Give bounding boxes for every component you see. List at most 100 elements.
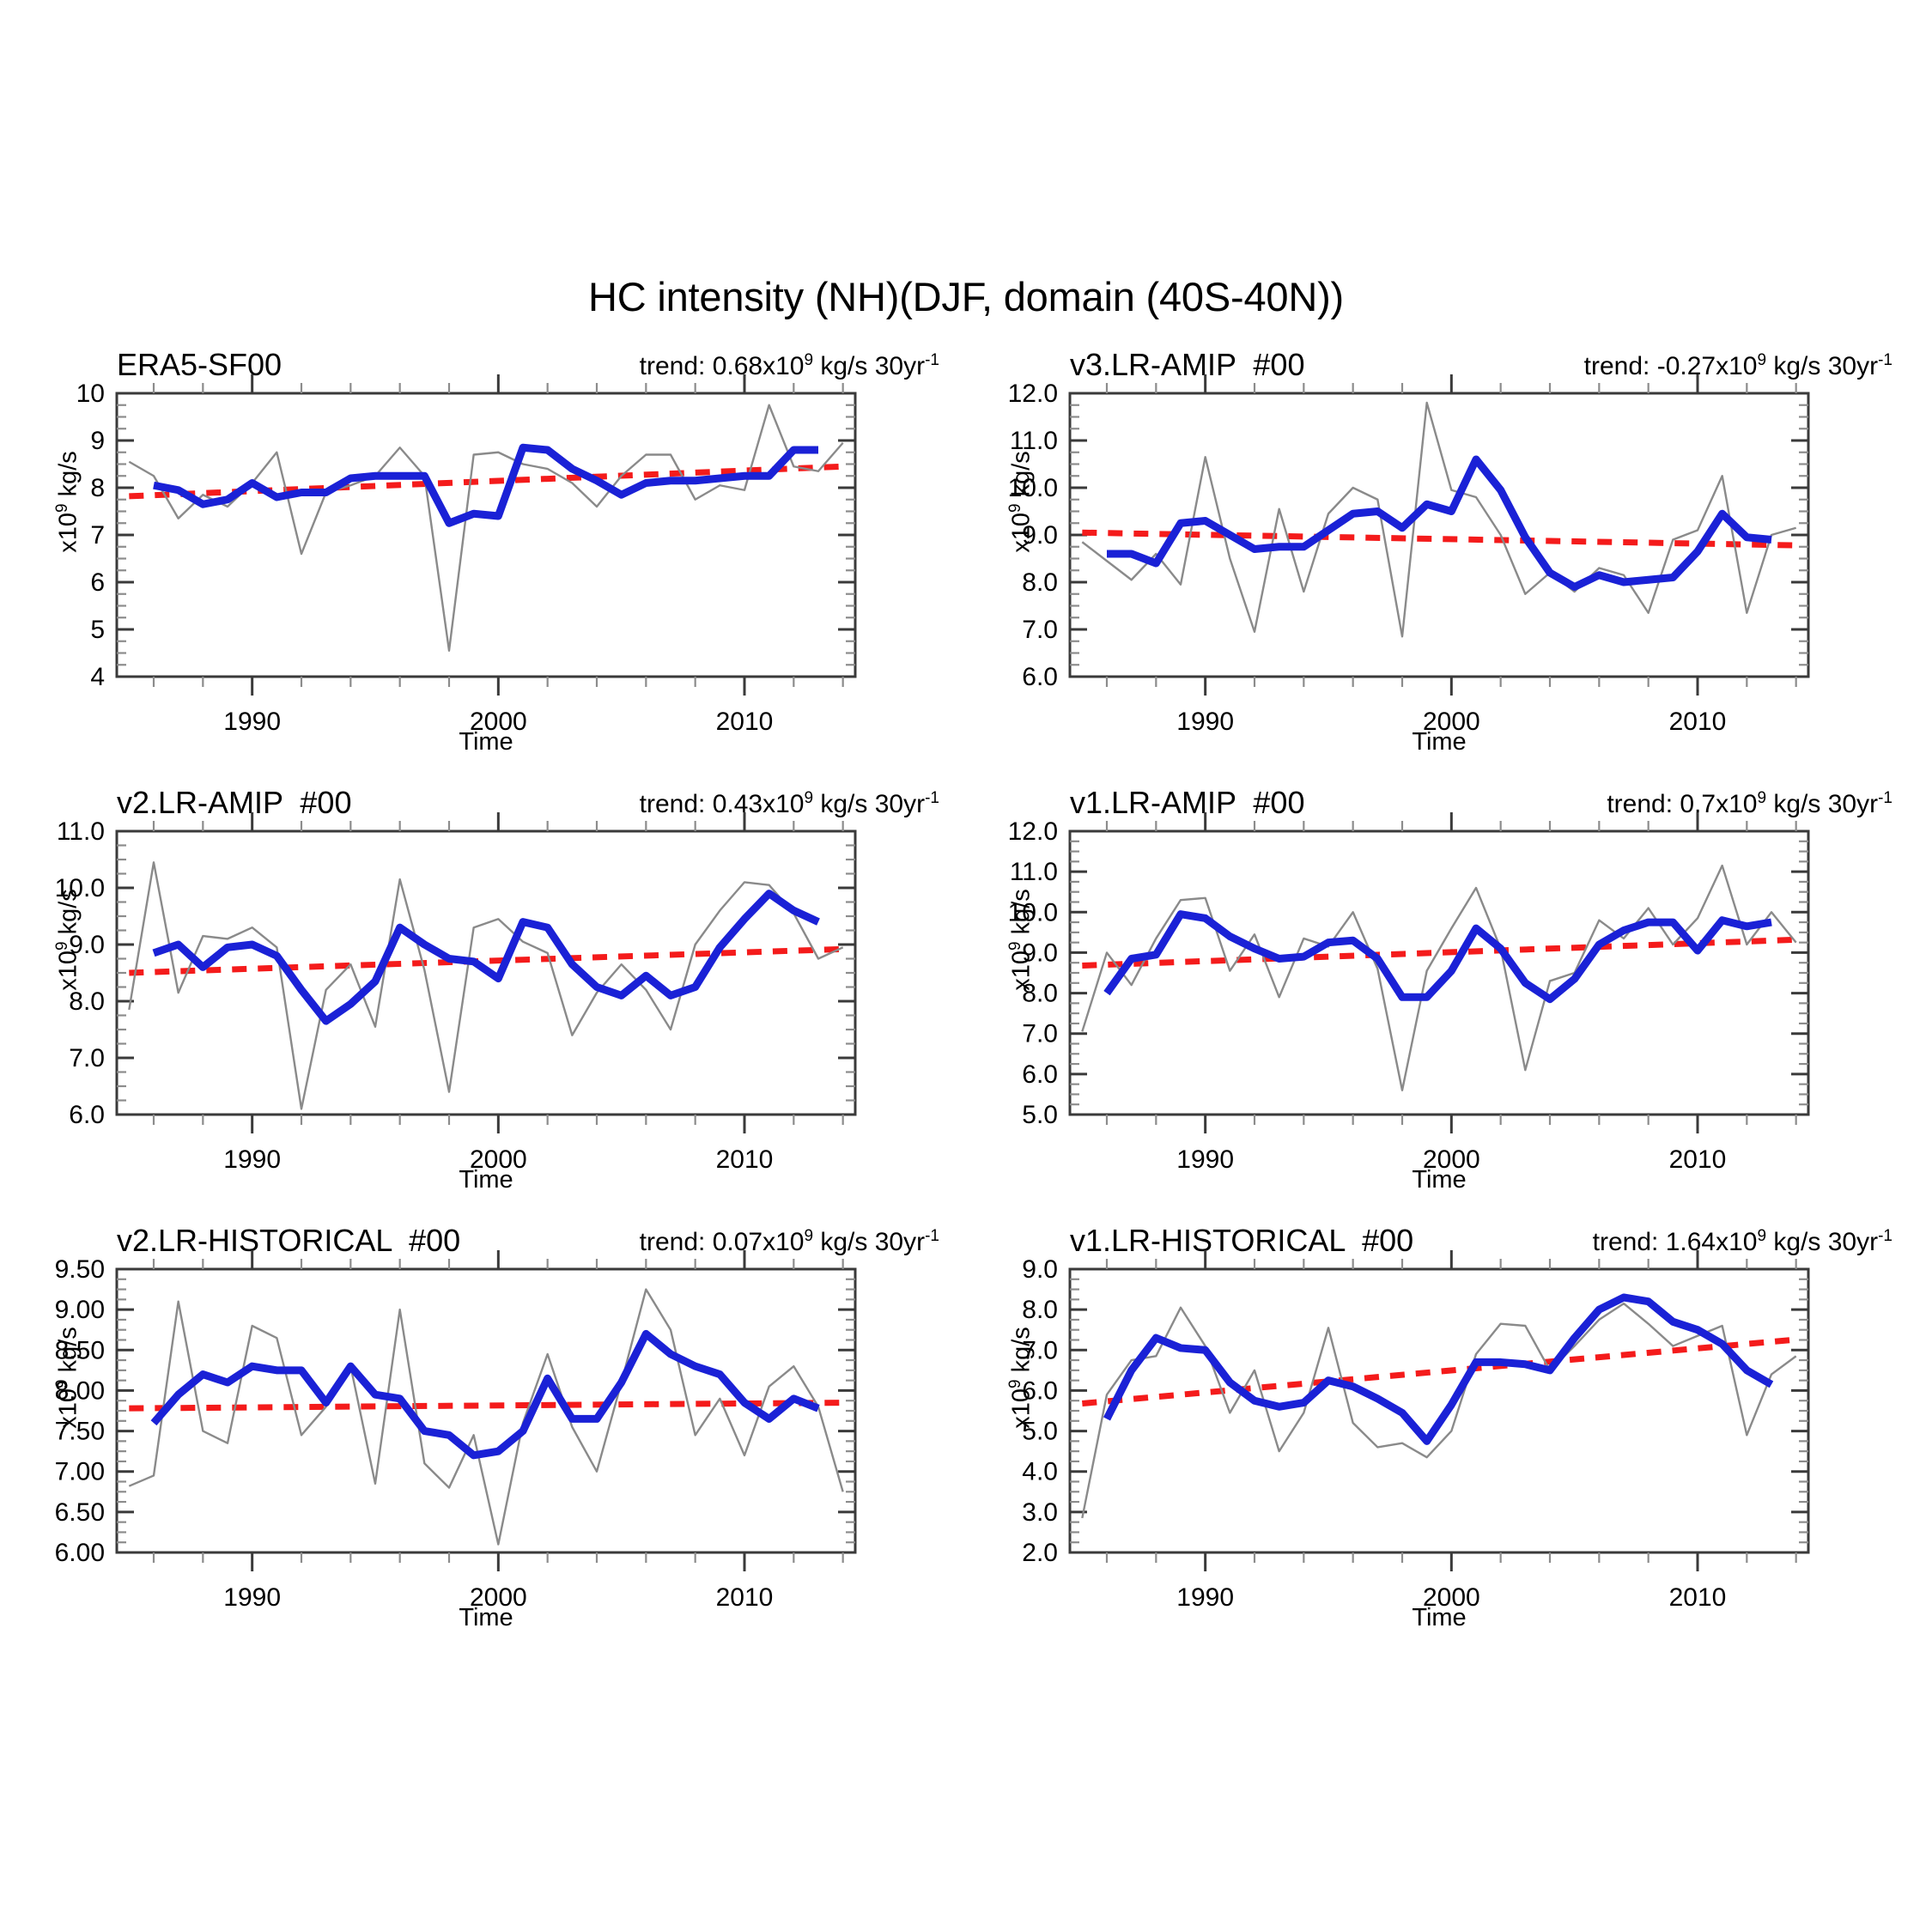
trend-value: 0.7x10 — [1680, 790, 1758, 818]
y-tick-label: 10 — [76, 380, 105, 408]
y-tick-label: 7.0 — [1022, 1020, 1058, 1048]
y-tick-label: 8.0 — [69, 987, 105, 1016]
x-axis-label: Time — [1412, 1166, 1467, 1194]
trend-line — [129, 463, 843, 500]
y-tick-label: 10.0 — [1008, 474, 1058, 502]
trend-units: kg/s 30yr — [1766, 352, 1879, 380]
trend-units-exponent: -1 — [925, 1227, 939, 1245]
plot-frame — [1068, 829, 1810, 1116]
trend-label: trend: — [639, 352, 713, 380]
annual-series-line — [1081, 401, 1797, 638]
trend-line — [1082, 529, 1796, 549]
y-tick-label: 11.0 — [57, 817, 105, 846]
trend-exponent: 9 — [1757, 1227, 1767, 1245]
x-axis-label: Time — [1412, 1604, 1467, 1631]
y-tick-label: 7 — [90, 521, 105, 550]
panel-title: v1.LR-AMIP #00 — [1070, 785, 1305, 820]
smoothed-series-line — [150, 1329, 820, 1460]
plot-area: x109 kg/s Time 4 5 6 7 8 9 10 1990 2000 2010 — [34, 374, 945, 756]
panel-header: v2.LR-HISTORICAL #00 trend: 0.07x109 kg/s… — [34, 1219, 945, 1264]
annual-series-line — [128, 861, 844, 1110]
y-tick-label: 6.0 — [1022, 663, 1058, 691]
x-axis-label: Time — [459, 728, 513, 756]
trend-label: trend: — [1607, 790, 1680, 818]
annual-series-line — [128, 1288, 844, 1546]
x-tick-label: 2010 — [1669, 1583, 1727, 1612]
y-tick-label: 6.50 — [55, 1498, 105, 1527]
trend-label: trend: — [1592, 1228, 1666, 1256]
x-tick-label: 2000 — [1423, 1583, 1480, 1612]
plot-frame — [1068, 1267, 1810, 1554]
y-tick-label: 11.0 — [1010, 427, 1058, 455]
trend-value: 1.64x10 — [1665, 1228, 1758, 1256]
y-tick-label: 9.50 — [55, 1255, 105, 1284]
y-tick-label: 7.0 — [1022, 616, 1058, 644]
x-tick-label: 2010 — [1669, 708, 1727, 736]
y-tick-label: 8.50 — [55, 1336, 105, 1364]
x-tick-label: 2000 — [470, 708, 527, 736]
y-tick-label: 9 — [90, 427, 105, 455]
y-tick-label: 10.0 — [1008, 898, 1058, 927]
panel-header: v1.LR-HISTORICAL #00 trend: 1.64x109 kg/s… — [987, 1219, 1898, 1264]
y-tick-label: 6.0 — [1022, 1060, 1058, 1089]
y-tick-label: 4.0 — [1022, 1458, 1058, 1486]
trend-annotation: trend: 1.64x109 kg/s 30yr-1 — [1593, 1228, 1893, 1257]
panel-title: v1.LR-HISTORICAL #00 — [1070, 1223, 1414, 1258]
y-tick-label: 12.0 — [1008, 817, 1058, 846]
plot-svg: 6.0 7.0 8.0 9.0 10.0 11.0 1990 2000 2010 — [55, 812, 857, 1174]
trend-exponent: 9 — [804, 351, 814, 369]
trend-units-exponent: -1 — [925, 789, 939, 807]
y-tick-label: 6.0 — [1022, 1376, 1058, 1405]
trend-value: 0.07x10 — [712, 1228, 805, 1256]
y-tick-label: 10.0 — [55, 874, 105, 902]
y-tick-label: 7.50 — [55, 1418, 105, 1446]
trend-exponent: 9 — [804, 789, 814, 807]
plot-area: x109 kg/s Time 6.00 6.50 7.00 7.50 8.00 8.50 9.0… — [34, 1250, 945, 1631]
trend-line — [1082, 936, 1796, 969]
trend-value: 0.68x10 — [712, 352, 805, 380]
panel-header: ERA5-SF00 trend: 0.68x109 kg/s 30yr-1 — [34, 343, 945, 388]
y-tick-label: 9.0 — [1022, 939, 1058, 967]
trend-units-exponent: -1 — [925, 351, 939, 369]
smoothed-series-line — [153, 443, 818, 527]
plot-svg: 5.0 6.0 7.0 8.0 9.0 10.0 11.0 12.0 1990 2000 2010 — [1008, 812, 1810, 1174]
plot-svg: 6.0 7.0 8.0 9.0 10.0 11.0 12.0 1990 2000 2010 — [1008, 374, 1810, 736]
chart-panel-1: v3.LR-AMIP #00 trend: -0.27x109 kg/s 30yr… — [987, 343, 1898, 790]
y-tick-label: 7.00 — [55, 1458, 105, 1486]
trend-annotation: trend: 0.07x109 kg/s 30yr-1 — [640, 1228, 939, 1257]
annual-series-line — [1081, 864, 1797, 1091]
y-tick-label: 4 — [90, 663, 105, 691]
x-tick-label: 1990 — [223, 708, 281, 736]
smoothed-series-line — [1107, 455, 1772, 591]
y-tick-label: 8.0 — [1022, 568, 1058, 597]
trend-label: trend: — [1583, 352, 1657, 380]
panel-title: ERA5-SF00 — [117, 347, 283, 382]
x-tick-label: 2010 — [716, 1583, 774, 1612]
trend-units: kg/s 30yr — [1766, 790, 1879, 818]
y-tick-label: 9.00 — [55, 1296, 105, 1324]
smoothed-series-line — [1103, 910, 1772, 1004]
x-tick-label: 2000 — [1423, 708, 1480, 736]
chart-panel-5: v1.LR-HISTORICAL #00 trend: 1.64x109 kg/s… — [987, 1219, 1898, 1666]
panel-header: v2.LR-AMIP #00 trend: 0.43x109 kg/s 30yr-… — [34, 781, 945, 826]
plot-frame — [115, 392, 857, 678]
plot-frame — [115, 1267, 857, 1554]
panel-title: v3.LR-AMIP #00 — [1070, 347, 1305, 382]
y-tick-label: 5 — [90, 616, 105, 644]
y-tick-label: 6.0 — [69, 1101, 105, 1129]
x-tick-label: 2010 — [716, 1145, 774, 1174]
x-axis-label: Time — [1412, 728, 1467, 756]
y-tick-label: 8.0 — [1022, 1296, 1058, 1324]
trend-annotation: trend: 0.43x109 kg/s 30yr-1 — [640, 790, 939, 819]
y-tick-label: 5.0 — [1022, 1101, 1058, 1129]
figure-title: HC intensity (NH)(DJF, domain (40S-40N)) — [588, 274, 1344, 319]
trend-exponent: 9 — [1757, 789, 1767, 807]
x-tick-label: 2000 — [470, 1145, 527, 1174]
trend-exponent: 9 — [1757, 351, 1767, 369]
trend-units-exponent: -1 — [1878, 789, 1893, 807]
y-tick-label: 9.0 — [1022, 1255, 1058, 1284]
x-tick-label: 1990 — [223, 1145, 281, 1174]
y-tick-label: 8.0 — [1022, 980, 1058, 1008]
trend-units: kg/s 30yr — [813, 352, 926, 380]
